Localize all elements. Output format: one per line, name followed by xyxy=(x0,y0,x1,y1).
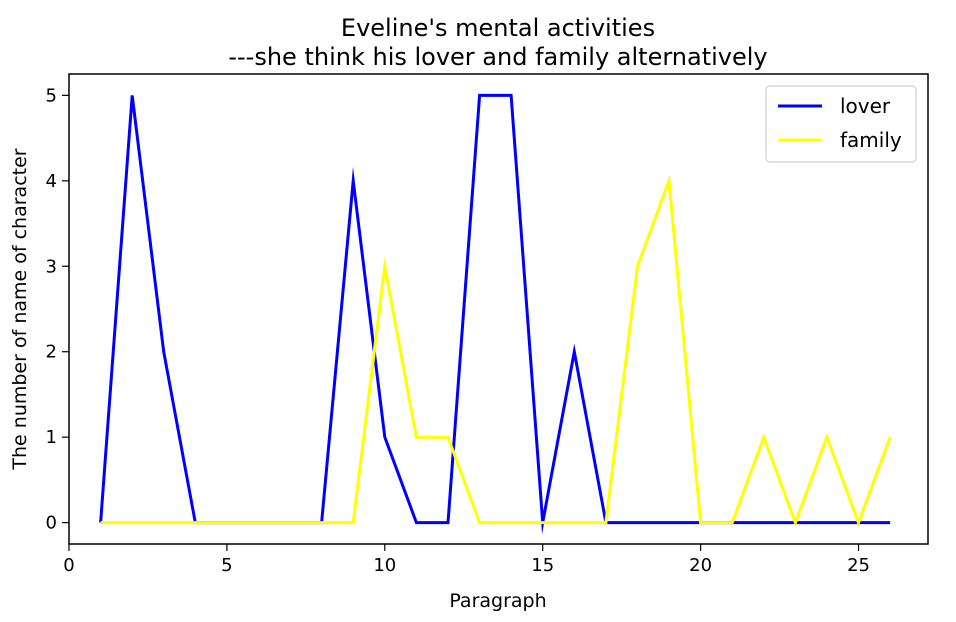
x-tick-label: 20 xyxy=(689,555,712,576)
x-tick-label: 5 xyxy=(221,555,232,576)
y-tick-label: 2 xyxy=(46,342,57,363)
x-axis-label: Paragraph xyxy=(449,590,546,612)
y-tick-label: 1 xyxy=(46,427,57,448)
y-tick-label: 0 xyxy=(46,513,57,534)
y-tick-label: 5 xyxy=(46,85,57,106)
y-tick-label: 3 xyxy=(46,256,57,277)
x-tick-label: 15 xyxy=(531,555,554,576)
plot-lines xyxy=(99,93,892,535)
series-line-family xyxy=(100,174,892,527)
plot-frame xyxy=(68,73,929,545)
x-tick-label: 0 xyxy=(63,555,74,576)
legend: lover family xyxy=(765,85,917,163)
y-tick-label: 4 xyxy=(46,171,57,192)
chart-subtitle: ---she think his lover and family altern… xyxy=(228,43,767,71)
y-axis-label: The number of name of character xyxy=(9,148,31,470)
chart-title: Eveline's mental activities xyxy=(341,14,655,42)
y-axis: 0 1 2 3 4 5 xyxy=(46,85,69,534)
legend-label-family: family xyxy=(840,128,902,152)
x-tick-label: 25 xyxy=(847,555,870,576)
x-axis: 0 5 10 15 20 25 xyxy=(63,544,870,576)
x-tick-label: 10 xyxy=(373,555,396,576)
legend-label-lover: lover xyxy=(840,94,891,118)
